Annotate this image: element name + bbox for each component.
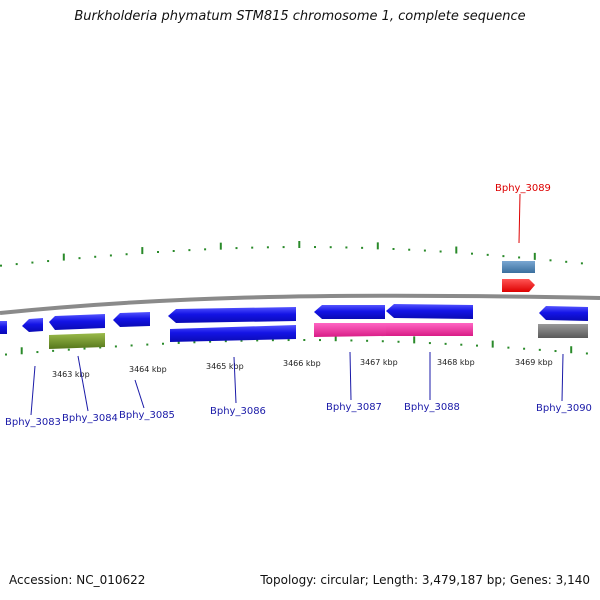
accession-text: Accession: NC_010622 — [9, 573, 146, 587]
olive-feature-3084[interactable] — [49, 333, 105, 349]
gene-label-3090[interactable]: Bphy_3090 — [536, 403, 592, 414]
cds-feature-3083[interactable] — [0, 321, 7, 334]
kbp-label-3467: 3467 kbp — [360, 358, 398, 367]
leader-line-3083 — [30, 365, 36, 416]
leader-line-3084 — [77, 355, 89, 412]
leader-line-3085 — [134, 379, 145, 409]
leader-line-3087 — [349, 351, 352, 401]
kbp-label-3469: 3469 kbp — [515, 358, 553, 367]
topology-summary: Topology: circular; Length: 3,479,187 bp… — [260, 573, 590, 587]
gene-label-3089[interactable]: Bphy_3089 — [495, 183, 551, 194]
gene-label-3086[interactable]: Bphy_3086 — [210, 406, 266, 417]
chromosome-backbone — [0, 293, 600, 315]
gene-label-3084[interactable]: Bphy_3084 — [62, 413, 118, 424]
cds-feature-3083b[interactable] — [22, 318, 43, 332]
leader-line-3086 — [233, 356, 237, 404]
kbp-label-3464: 3464 kbp — [129, 365, 167, 374]
red-feature-3089[interactable] — [502, 279, 535, 292]
pink-feature-3087[interactable] — [314, 323, 386, 337]
leader-line-3089 — [518, 193, 521, 244]
cds-feature-3087[interactable] — [314, 305, 385, 319]
kbp-label-3466: 3466 kbp — [283, 359, 321, 368]
steelblue-feature-3089[interactable] — [502, 261, 535, 273]
cds-feature-3085[interactable] — [113, 312, 150, 327]
cds-feature-3086-lower[interactable] — [170, 325, 296, 342]
kbp-label-3463: 3463 kbp — [52, 370, 90, 379]
kbp-label-3468: 3468 kbp — [437, 358, 475, 367]
gene-label-3083[interactable]: Bphy_3083 — [5, 417, 61, 428]
cds-feature-3084[interactable] — [49, 314, 105, 330]
gene-label-3088[interactable]: Bphy_3088 — [404, 402, 460, 413]
leader-line-3090 — [561, 353, 564, 402]
grey-feature-3090[interactable] — [538, 324, 588, 338]
gene-label-3087[interactable]: Bphy_3087 — [326, 402, 382, 413]
outer-tick-ring — [0, 241, 583, 267]
map-title: Burkholderia phymatum STM815 chromosome … — [74, 9, 526, 24]
cds-feature-3088[interactable] — [386, 304, 473, 319]
pink-feature-3088[interactable] — [386, 323, 473, 336]
cds-feature-3086[interactable] — [168, 307, 296, 323]
kbp-label-3465: 3465 kbp — [206, 362, 244, 371]
cds-feature-3090[interactable] — [539, 306, 588, 321]
gene-label-3085[interactable]: Bphy_3085 — [119, 410, 175, 421]
